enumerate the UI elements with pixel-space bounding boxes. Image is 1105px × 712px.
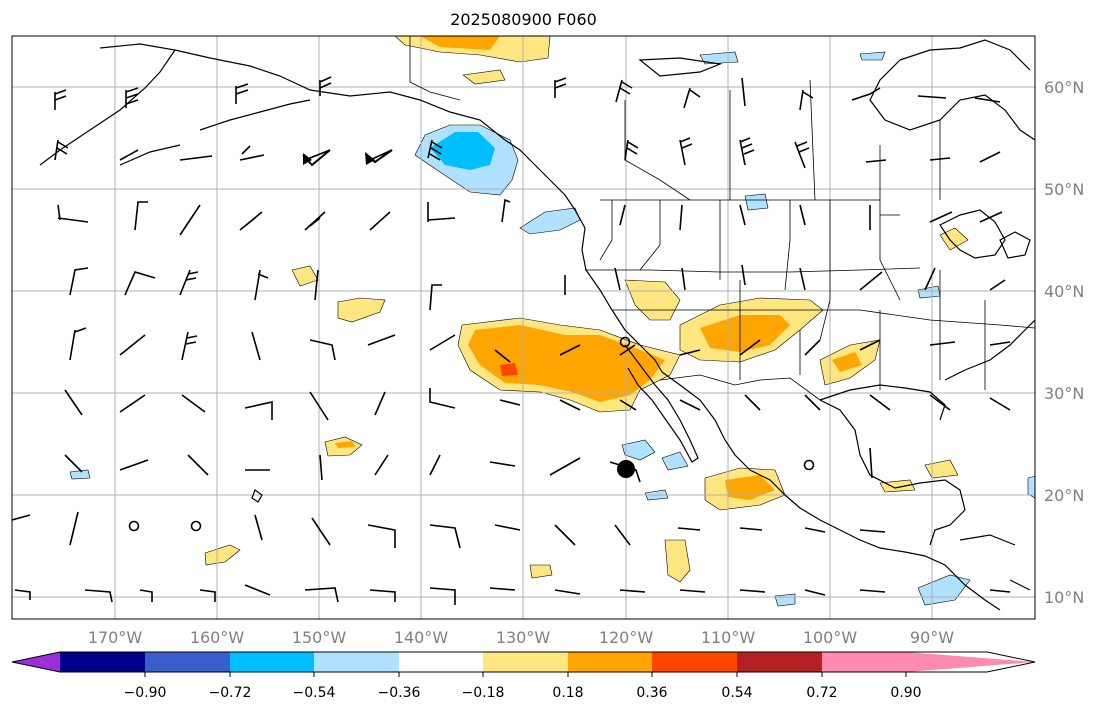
longitude-labels: 170°W 160°W 150°W 140°W 130°W 120°W 110°… — [88, 628, 954, 647]
lon-label: 140°W — [394, 628, 449, 647]
colorbar-tick-label: −0.18 — [462, 685, 505, 701]
lat-label: 20°N — [1044, 486, 1084, 505]
colorbar-segment — [399, 652, 483, 672]
colorbar-tick-label: 0.90 — [890, 685, 921, 701]
lon-label: 150°W — [292, 628, 347, 647]
graticule — [12, 36, 1035, 619]
colorbar-tick-label: 0.54 — [721, 685, 752, 701]
political-borders — [409, 36, 1035, 401]
latitude-labels: 60°N 50°N 40°N 30°N 20°N 10°N — [1044, 78, 1084, 607]
colorbar-segment — [483, 652, 568, 672]
colorbar-segment — [737, 652, 822, 672]
lon-label: 130°W — [496, 628, 551, 647]
colorbar-tick-label: 0.36 — [636, 685, 667, 701]
colorbar-max-arrow — [906, 652, 1035, 672]
lon-label: 90°W — [910, 628, 954, 647]
calm-wind-circles — [128, 336, 815, 532]
colorbar-segment — [568, 652, 652, 672]
lat-label: 30°N — [1044, 384, 1084, 403]
positive-anomaly-shading — [204, 36, 969, 583]
colorbar-segment — [230, 652, 314, 672]
lon-label: 160°W — [190, 628, 245, 647]
lon-label: 110°W — [701, 628, 756, 647]
colorbar-min-arrow — [12, 652, 60, 672]
colorbar-segment — [652, 652, 737, 672]
lat-label: 60°N — [1044, 78, 1084, 97]
location-marker — [617, 460, 635, 478]
lon-label: 100°W — [803, 628, 858, 647]
colorbar: −0.90 −0.72 −0.54 −0.36 −0.18 0.18 0.36 … — [11, 651, 1036, 701]
lat-label: 50°N — [1044, 180, 1084, 199]
colorbar-segment — [822, 652, 906, 672]
map-title: 2025080900 F060 — [450, 10, 597, 29]
lon-label: 170°W — [88, 628, 143, 647]
pennant-barbs — [303, 152, 375, 165]
colorbar-segment — [314, 652, 399, 672]
colorbar-tick-label: −0.36 — [378, 685, 421, 701]
colorbar-tick-label: 0.18 — [552, 685, 583, 701]
lon-label: 120°W — [599, 628, 654, 647]
colorbar-segment — [145, 652, 230, 672]
colorbar-segment — [60, 652, 145, 672]
colorbar-tick-label: −0.90 — [124, 685, 167, 701]
lat-label: 40°N — [1044, 282, 1084, 301]
colorbar-tick-label: −0.54 — [293, 685, 336, 701]
lat-label: 10°N — [1044, 588, 1084, 607]
colorbar-tick-label: −0.72 — [209, 685, 252, 701]
map-frame — [11, 35, 1036, 620]
wind-barbs — [12, 76, 1011, 605]
colorbar-tick-label: 0.72 — [806, 685, 837, 701]
